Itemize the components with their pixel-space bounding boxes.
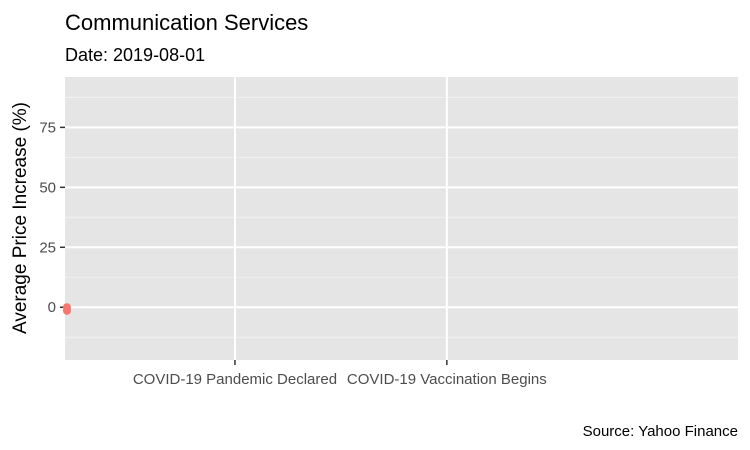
- data-points: [63, 303, 71, 315]
- minor-gridlines: [65, 96, 738, 338]
- x-axis: COVID-19 Pandemic Declared COVID-19 Vacci…: [133, 360, 547, 388]
- chart-title: Communication Services: [65, 10, 308, 35]
- y-tick-label: 25: [39, 239, 56, 256]
- x-tick-label: COVID-19 Pandemic Declared: [133, 371, 337, 388]
- data-point: [63, 306, 71, 315]
- x-tick-label: COVID-19 Vaccination Begins: [347, 371, 547, 388]
- plot-panel: [65, 77, 738, 360]
- y-axis-title: Average Price Increase (%): [10, 102, 31, 334]
- chart-caption: Source: Yahoo Finance: [583, 423, 738, 440]
- y-axis: 0 25 50 75: [39, 119, 65, 316]
- major-gridlines: [65, 77, 738, 360]
- y-tick-label: 50: [39, 179, 56, 196]
- chart-subtitle: Date: 2019-08-01: [65, 45, 205, 65]
- y-tick-label: 75: [39, 119, 56, 136]
- y-tick-label: 0: [48, 299, 56, 316]
